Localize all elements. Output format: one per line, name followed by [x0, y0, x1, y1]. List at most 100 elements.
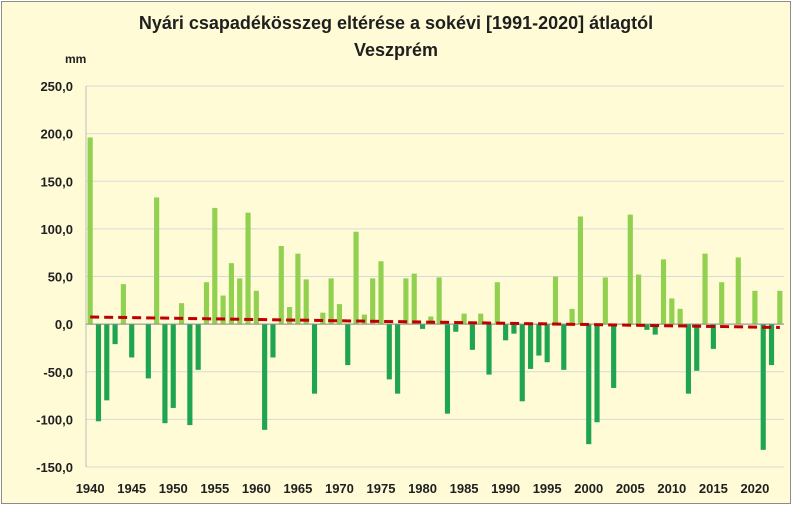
x-tick-label: 1995 [533, 481, 562, 496]
bar-2016 [719, 282, 725, 325]
bar-2002 [602, 277, 608, 325]
bar-1948 [154, 197, 160, 325]
bar-1967 [311, 324, 318, 394]
bar-2010 [669, 298, 675, 325]
bar-1966 [303, 279, 309, 325]
x-tick-label: 2015 [699, 481, 728, 496]
bar-2009 [660, 259, 667, 325]
trend-line [90, 315, 780, 329]
y-tick-label: 150,0 [40, 174, 73, 189]
bar-1958 [237, 278, 243, 325]
x-tick-label: 2020 [740, 481, 769, 496]
bar-1952 [187, 324, 193, 426]
y-tick-label: 250,0 [40, 79, 73, 94]
x-tick-label: 2010 [657, 481, 686, 496]
bar-1951 [178, 303, 185, 325]
chart-subtitle: Veszprém [353, 40, 439, 60]
x-tick-label: 1980 [408, 481, 437, 496]
bar-1992 [519, 324, 525, 402]
bar-1961 [262, 324, 268, 430]
bar-1983 [444, 324, 451, 414]
bar-1968 [320, 312, 326, 325]
bar-1996 [552, 276, 559, 325]
bar-1975 [378, 261, 384, 325]
bar-2018 [735, 257, 741, 325]
bar-2022 [768, 324, 775, 366]
bar-2008 [652, 324, 658, 335]
bar-1959 [245, 212, 251, 325]
bar-1981 [428, 316, 434, 325]
bar-1950 [170, 324, 176, 408]
bar-1960 [253, 290, 259, 325]
x-tick-label: 1970 [325, 481, 354, 496]
bar-1982 [436, 277, 442, 325]
bar-1941 [95, 324, 102, 422]
bar-1991 [511, 324, 517, 334]
bar-1974 [370, 278, 376, 325]
bar-1973 [361, 314, 367, 325]
bar-1969 [328, 278, 334, 325]
bar-1955 [212, 207, 218, 325]
bar-2012 [685, 324, 692, 394]
bar-2005 [627, 214, 633, 325]
bar-1989 [494, 282, 500, 325]
bar-1977 [395, 324, 401, 394]
x-tick-label: 2000 [574, 481, 603, 496]
bar-1994 [536, 324, 542, 356]
y-tick-label: 100,0 [40, 222, 73, 237]
bar-1979 [411, 273, 417, 325]
y-axis-label: mm [65, 52, 86, 66]
bar-1987 [478, 313, 484, 325]
bar-1997 [561, 324, 567, 370]
x-tick-label: 1985 [450, 481, 479, 496]
bar-1995 [544, 324, 550, 363]
x-tick-label: 1990 [491, 481, 520, 496]
bar-1962 [270, 324, 276, 358]
bar-1953 [195, 324, 201, 370]
x-tick-label: 1945 [117, 481, 146, 496]
x-tick-label: 1955 [200, 481, 229, 496]
bar-1978 [403, 278, 409, 325]
y-tick-label: -150,0 [36, 460, 73, 475]
bar-2020 [752, 290, 758, 325]
x-tick-label: 1950 [159, 481, 188, 496]
y-tick-label: 50,0 [48, 270, 73, 285]
x-tick-label: 1960 [242, 481, 271, 496]
bar-1945 [129, 324, 135, 358]
x-tick-label: 1940 [76, 481, 105, 496]
bar-2013 [694, 324, 700, 371]
bar-1971 [345, 324, 351, 366]
bar-1940 [87, 137, 93, 325]
x-tick-label: 1965 [283, 481, 312, 496]
bar-2014 [702, 253, 708, 325]
y-tick-label: -100,0 [36, 412, 73, 427]
bar-1965 [295, 253, 301, 325]
bar-1988 [486, 324, 492, 375]
bar-1947 [145, 324, 151, 379]
bar-1999 [577, 216, 583, 325]
bar-1949 [162, 324, 168, 424]
y-tick-label: 200,0 [40, 127, 73, 142]
x-tick-label: 2005 [616, 481, 645, 496]
bar-1980 [419, 324, 426, 329]
bar-2011 [677, 308, 683, 325]
bar-2000 [586, 324, 592, 445]
bar-1943 [112, 324, 118, 345]
bar-1942 [104, 324, 110, 401]
bar-2023 [777, 290, 783, 325]
chart-title: Nyári csapadékösszeg eltérése a sokévi [… [138, 13, 654, 33]
bar-1990 [503, 324, 509, 341]
bar-1984 [453, 324, 459, 332]
bar-1986 [469, 324, 475, 350]
bar-1964 [287, 306, 293, 325]
bar-2003 [611, 324, 617, 388]
bar-1956 [220, 295, 226, 325]
bar-2006 [636, 274, 642, 325]
bar-2021 [760, 324, 766, 450]
bar-2015 [710, 324, 716, 349]
bar-2007 [644, 324, 650, 330]
bar-1976 [386, 324, 392, 380]
bar-1993 [527, 324, 534, 369]
